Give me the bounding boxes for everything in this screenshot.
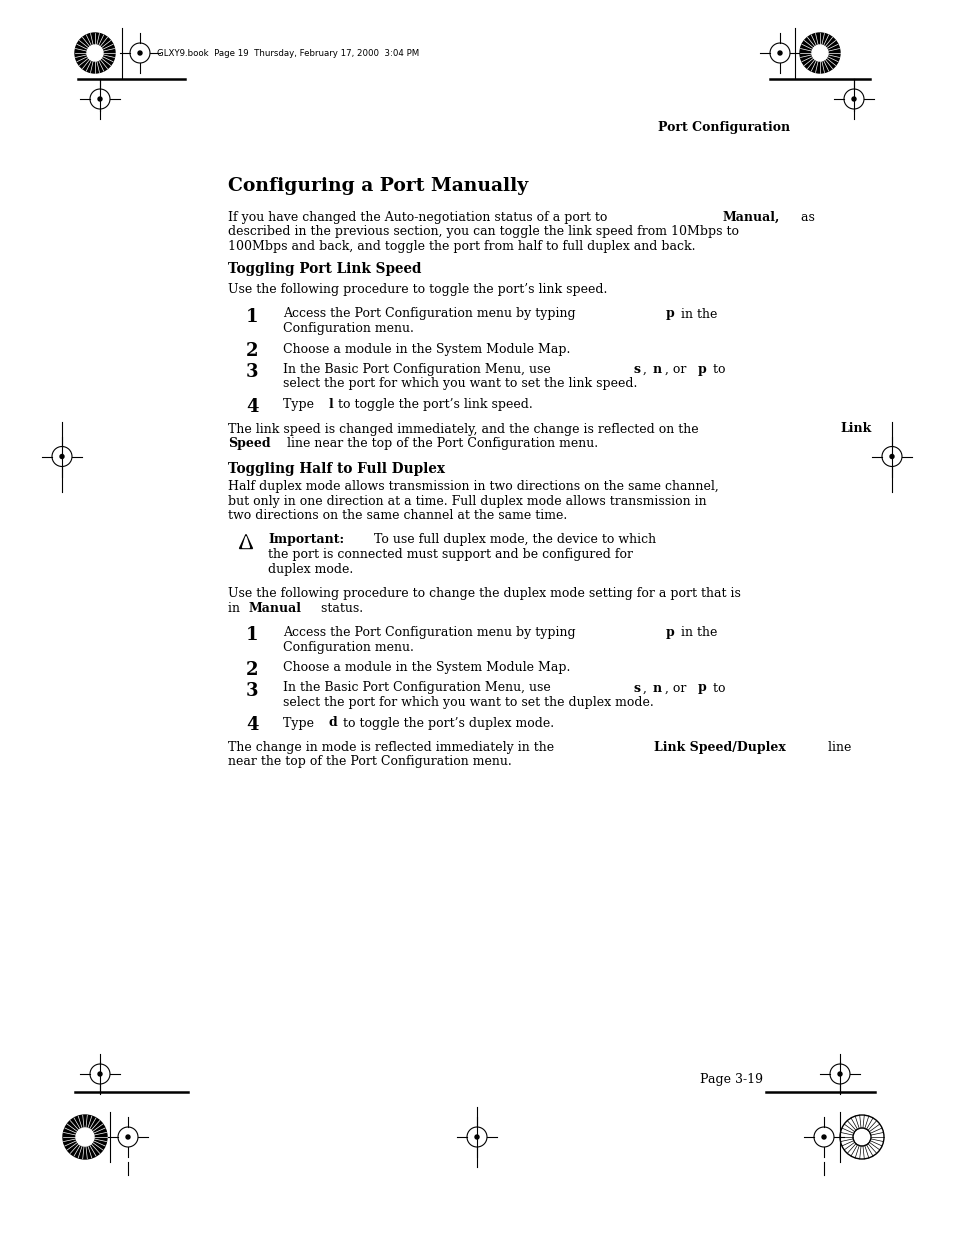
Text: in: in xyxy=(228,601,244,615)
Text: p: p xyxy=(697,682,705,694)
Text: Choose a module in the System Module Map.: Choose a module in the System Module Map… xyxy=(283,661,570,674)
Text: to: to xyxy=(708,363,724,375)
Text: in the: in the xyxy=(677,308,717,321)
Polygon shape xyxy=(242,536,250,547)
Text: 3: 3 xyxy=(246,363,258,382)
Text: as: as xyxy=(796,211,814,224)
Text: but only in one direction at a time. Full duplex mode allows transmission in: but only in one direction at a time. Ful… xyxy=(228,494,706,508)
Text: ,: , xyxy=(642,363,650,375)
Text: , or: , or xyxy=(664,682,689,694)
Text: to toggle the port’s link speed.: to toggle the port’s link speed. xyxy=(334,398,533,411)
Circle shape xyxy=(87,44,103,61)
Text: Half duplex mode allows transmission in two directions on the same channel,: Half duplex mode allows transmission in … xyxy=(228,480,718,493)
Text: s: s xyxy=(633,363,640,375)
Circle shape xyxy=(60,454,64,458)
Text: 2: 2 xyxy=(246,342,258,361)
Text: p: p xyxy=(697,363,705,375)
Text: Access the Port Configuration menu by typing: Access the Port Configuration menu by ty… xyxy=(283,308,579,321)
Text: to toggle the port’s duplex mode.: to toggle the port’s duplex mode. xyxy=(339,716,554,730)
Text: 2: 2 xyxy=(246,661,258,679)
Text: select the port for which you want to set the duplex mode.: select the port for which you want to se… xyxy=(283,697,653,709)
Circle shape xyxy=(98,98,102,101)
Text: in the: in the xyxy=(677,626,717,638)
Text: Configuration menu.: Configuration menu. xyxy=(283,641,414,653)
Text: l: l xyxy=(328,398,333,411)
Text: line near the top of the Port Configuration menu.: line near the top of the Port Configurat… xyxy=(283,437,598,450)
Circle shape xyxy=(98,1072,102,1076)
Circle shape xyxy=(889,454,893,458)
Text: 4: 4 xyxy=(246,716,258,735)
Text: n: n xyxy=(652,682,661,694)
Circle shape xyxy=(63,1115,107,1158)
Circle shape xyxy=(811,44,827,61)
Text: near the top of the Port Configuration menu.: near the top of the Port Configuration m… xyxy=(228,756,511,768)
Text: Important:: Important: xyxy=(268,534,344,547)
Text: Use the following procedure to toggle the port’s link speed.: Use the following procedure to toggle th… xyxy=(228,283,607,296)
Text: 100Mbps and back, and toggle the port from half to full duplex and back.: 100Mbps and back, and toggle the port fr… xyxy=(228,240,695,253)
Text: 1: 1 xyxy=(246,626,258,643)
Circle shape xyxy=(76,1128,94,1146)
Text: Configuring a Port Manually: Configuring a Port Manually xyxy=(228,177,528,195)
Text: Page 3-19: Page 3-19 xyxy=(700,1073,762,1086)
Circle shape xyxy=(75,33,115,73)
Text: the port is connected must support and be configured for: the port is connected must support and b… xyxy=(268,548,633,561)
Text: Toggling Port Link Speed: Toggling Port Link Speed xyxy=(228,263,421,277)
Text: Type: Type xyxy=(283,716,317,730)
Text: Choose a module in the System Module Map.: Choose a module in the System Module Map… xyxy=(283,342,570,356)
Circle shape xyxy=(800,33,840,73)
Text: Manual,: Manual, xyxy=(722,211,780,224)
Text: s: s xyxy=(633,682,640,694)
Text: duplex mode.: duplex mode. xyxy=(268,562,353,576)
Text: ,: , xyxy=(642,682,650,694)
Text: If you have changed the Auto-negotiation status of a port to: If you have changed the Auto-negotiation… xyxy=(228,211,611,224)
Text: p: p xyxy=(665,626,674,638)
Text: d: d xyxy=(328,716,336,730)
Text: The link speed is changed immediately, and the change is reflected on the: The link speed is changed immediately, a… xyxy=(228,422,702,436)
Text: Link: Link xyxy=(840,422,871,436)
Text: 1: 1 xyxy=(246,308,258,326)
Circle shape xyxy=(851,98,855,101)
Text: Port Configuration: Port Configuration xyxy=(658,121,789,135)
Text: Link Speed/Duplex: Link Speed/Duplex xyxy=(654,741,785,755)
Text: GLXY9.book  Page 19  Thursday, February 17, 2000  3:04 PM: GLXY9.book Page 19 Thursday, February 17… xyxy=(157,48,418,58)
Circle shape xyxy=(778,51,781,56)
Text: 4: 4 xyxy=(246,398,258,416)
Text: to: to xyxy=(708,682,724,694)
Text: status.: status. xyxy=(316,601,363,615)
Text: two directions on the same channel at the same time.: two directions on the same channel at th… xyxy=(228,509,567,522)
Text: Toggling Half to Full Duplex: Toggling Half to Full Duplex xyxy=(228,462,444,475)
Text: p: p xyxy=(665,308,674,321)
Polygon shape xyxy=(239,535,253,548)
Text: The change in mode is reflected immediately in the: The change in mode is reflected immediat… xyxy=(228,741,558,755)
Text: In the Basic Port Configuration Menu, use: In the Basic Port Configuration Menu, us… xyxy=(283,363,554,375)
Text: n: n xyxy=(652,363,661,375)
Text: line: line xyxy=(823,741,851,755)
Text: 3: 3 xyxy=(246,682,258,699)
Circle shape xyxy=(475,1135,478,1139)
Text: Speed: Speed xyxy=(228,437,271,450)
Circle shape xyxy=(126,1135,130,1139)
Text: select the port for which you want to set the link speed.: select the port for which you want to se… xyxy=(283,378,637,390)
Text: Use the following procedure to change the duplex mode setting for a port that is: Use the following procedure to change th… xyxy=(228,587,740,600)
Text: To use full duplex mode, the device to which: To use full duplex mode, the device to w… xyxy=(366,534,656,547)
Text: Access the Port Configuration menu by typing: Access the Port Configuration menu by ty… xyxy=(283,626,579,638)
Text: Type: Type xyxy=(283,398,317,411)
Circle shape xyxy=(138,51,142,56)
Text: , or: , or xyxy=(664,363,689,375)
Text: described in the previous section, you can toggle the link speed from 10Mbps to: described in the previous section, you c… xyxy=(228,226,739,238)
Text: Manual: Manual xyxy=(249,601,301,615)
Circle shape xyxy=(837,1072,841,1076)
Text: In the Basic Port Configuration Menu, use: In the Basic Port Configuration Menu, us… xyxy=(283,682,554,694)
Circle shape xyxy=(821,1135,825,1139)
Text: Configuration menu.: Configuration menu. xyxy=(283,322,414,335)
